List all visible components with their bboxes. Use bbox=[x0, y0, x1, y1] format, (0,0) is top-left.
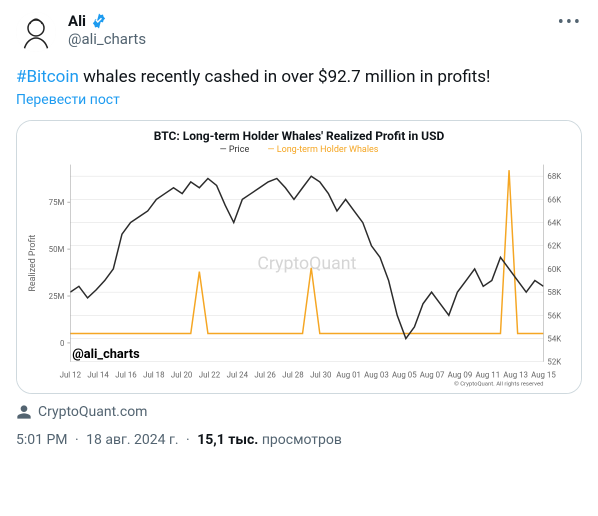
svg-text:75M: 75M bbox=[49, 198, 65, 207]
source-label: CryptoQuant.com bbox=[38, 404, 147, 420]
verified-badge-icon bbox=[90, 12, 108, 30]
svg-text:@ali_charts: @ali_charts bbox=[72, 347, 140, 362]
translate-button[interactable]: Перевести пост bbox=[16, 92, 582, 108]
svg-text:Aug 09: Aug 09 bbox=[448, 371, 473, 380]
svg-text:58K: 58K bbox=[547, 288, 561, 297]
source-row[interactable]: CryptoQuant.com bbox=[16, 404, 582, 420]
svg-text:Aug 03: Aug 03 bbox=[364, 371, 389, 380]
tweet-container: Ali @ali_charts ••• #Bitcoin whales rece… bbox=[0, 0, 598, 460]
avatar[interactable] bbox=[16, 12, 56, 52]
svg-text:Jul 30: Jul 30 bbox=[310, 371, 331, 380]
svg-text:© CryptoQuant. All rights rese: © CryptoQuant. All rights reserved bbox=[454, 380, 543, 387]
svg-text:66K: 66K bbox=[547, 195, 561, 204]
svg-text:68K: 68K bbox=[547, 172, 561, 181]
svg-text:Jul 24: Jul 24 bbox=[227, 371, 249, 380]
svg-text:54K: 54K bbox=[547, 334, 561, 343]
svg-text:60K: 60K bbox=[547, 265, 561, 274]
display-name[interactable]: Ali bbox=[68, 12, 86, 30]
views-label: просмотров bbox=[262, 432, 342, 448]
svg-text:Aug 01: Aug 01 bbox=[336, 371, 361, 380]
meta-row: 5:01 PM · 18 авг. 2024 г. · 15,1 тыс. пр… bbox=[16, 432, 582, 448]
svg-text:Jul 16: Jul 16 bbox=[115, 371, 137, 380]
chart-title: BTC: Long-term Holder Whales' Realized P… bbox=[23, 129, 575, 143]
svg-text:Jul 28: Jul 28 bbox=[282, 371, 303, 380]
tweet-text: #Bitcoin whales recently cashed in over … bbox=[16, 66, 582, 88]
views-count: 15,1 тыс. bbox=[197, 432, 258, 448]
svg-text:64K: 64K bbox=[547, 219, 561, 228]
svg-text:56K: 56K bbox=[547, 311, 561, 320]
person-icon bbox=[16, 404, 32, 420]
svg-text:Jul 12: Jul 12 bbox=[60, 371, 82, 380]
svg-text:Aug 13: Aug 13 bbox=[503, 371, 528, 380]
tweet-header: Ali @ali_charts ••• bbox=[16, 12, 582, 52]
svg-text:CryptoQuant: CryptoQuant bbox=[257, 254, 356, 274]
svg-text:Jul 22: Jul 22 bbox=[199, 371, 221, 380]
svg-text:Aug 07: Aug 07 bbox=[420, 371, 445, 380]
svg-text:62K: 62K bbox=[547, 242, 561, 251]
legend-whales: — Long-term Holder Whales bbox=[267, 145, 378, 155]
tweet-date[interactable]: 18 авг. 2024 г. bbox=[86, 432, 178, 448]
media-card[interactable]: BTC: Long-term Holder Whales' Realized P… bbox=[16, 120, 582, 394]
chart-container: BTC: Long-term Holder Whales' Realized P… bbox=[17, 121, 581, 393]
chart-area: 52K 54K 56K 58K 60K 62K 64K 66K 68K 0 25M 50M 75M Rea… bbox=[23, 159, 575, 389]
legend-price: — Price bbox=[220, 145, 250, 155]
more-button[interactable]: ••• bbox=[558, 12, 582, 33]
chart-svg: 52K 54K 56K 58K 60K 62K 64K 66K 68K 0 25M 50M 75M Rea… bbox=[23, 159, 575, 389]
svg-text:Jul 26: Jul 26 bbox=[254, 371, 276, 380]
avatar-image bbox=[16, 12, 56, 52]
user-block: Ali @ali_charts bbox=[68, 12, 146, 48]
tweet-time[interactable]: 5:01 PM bbox=[16, 432, 68, 448]
svg-text:Jul 18: Jul 18 bbox=[143, 371, 164, 380]
svg-text:Jul 20: Jul 20 bbox=[171, 371, 192, 380]
tweet-text-rest: whales recently cashed in over $92.7 mil… bbox=[79, 67, 491, 87]
svg-text:Realized Profit: Realized Profit bbox=[28, 235, 38, 292]
user-handle[interactable]: @ali_charts bbox=[68, 30, 146, 48]
svg-text:Aug 11: Aug 11 bbox=[475, 371, 500, 380]
svg-text:52K: 52K bbox=[547, 358, 561, 367]
hashtag-link[interactable]: #Bitcoin bbox=[16, 67, 79, 87]
svg-text:Jul 14: Jul 14 bbox=[87, 371, 109, 380]
svg-text:25M: 25M bbox=[49, 292, 65, 301]
svg-text:0: 0 bbox=[60, 339, 64, 348]
svg-text:50M: 50M bbox=[49, 245, 65, 254]
svg-text:Aug 05: Aug 05 bbox=[392, 371, 417, 380]
chart-legend: — Price — Long-term Holder Whales bbox=[23, 145, 575, 155]
svg-text:Aug 15: Aug 15 bbox=[531, 371, 556, 380]
